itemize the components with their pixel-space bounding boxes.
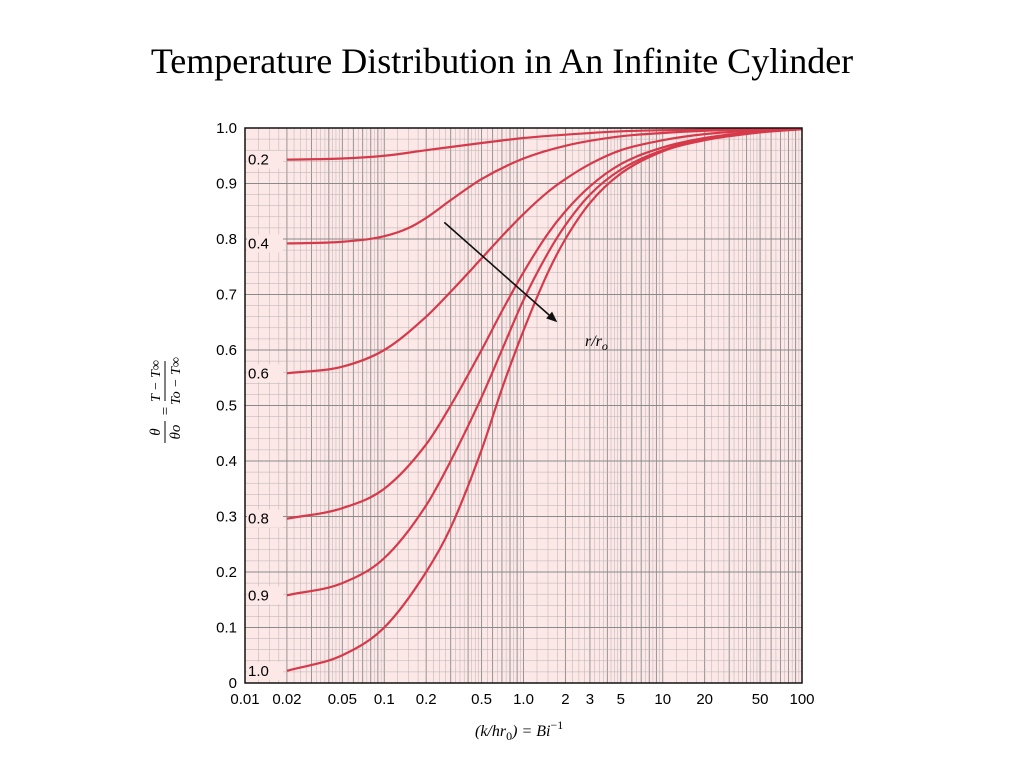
annotation-o: o bbox=[602, 339, 608, 353]
curve-label-bg bbox=[247, 509, 283, 528]
curve-label-bg bbox=[247, 150, 283, 169]
annotation-arrow-line bbox=[443, 221, 550, 316]
x-label-sup: −1 bbox=[550, 718, 563, 732]
x-tick-label: 100 bbox=[789, 691, 814, 708]
curve-label: 0.4 bbox=[248, 235, 269, 252]
x-tick-label: 3 bbox=[586, 691, 594, 708]
grid bbox=[244, 127, 802, 684]
x-tick-label: 0.02 bbox=[272, 691, 301, 708]
curve-label-bg bbox=[247, 586, 283, 605]
curve-label: 0.6 bbox=[248, 365, 269, 382]
x-tick-label: 0.05 bbox=[328, 691, 357, 708]
r-over-ro-annotation: r/ro bbox=[443, 221, 608, 353]
x-tick-label: 0.1 bbox=[374, 691, 395, 708]
y-tick-label: 0 bbox=[229, 675, 237, 692]
x-tick-label: 0.01 bbox=[230, 691, 259, 708]
y-tick-label: 0.8 bbox=[216, 231, 237, 248]
curves bbox=[286, 127, 803, 672]
curve-labels: 0.2 0.4 0.6 0.8 0.9 1.0 bbox=[247, 150, 283, 680]
x-tick-label: 0.5 bbox=[471, 691, 492, 708]
x-tick-label: 10 bbox=[654, 691, 671, 708]
x-label-lhs: (k/hr bbox=[475, 723, 507, 740]
y-label-equals: = bbox=[158, 407, 174, 415]
plot-frame bbox=[244, 127, 803, 684]
curve-r-ro-0.8 bbox=[286, 128, 803, 520]
x-tick-label: 50 bbox=[752, 691, 769, 708]
curve-label: 0.8 bbox=[248, 511, 269, 528]
curve-r-ro-0.4 bbox=[286, 127, 803, 245]
annotation-arrow-head bbox=[546, 311, 558, 323]
x-label-rhs: ) = Bi bbox=[511, 723, 550, 740]
annotation-ro: /r bbox=[590, 333, 602, 350]
y-tick-label: 0.2 bbox=[216, 564, 237, 581]
y-tick-label: 1.0 bbox=[216, 120, 237, 137]
y-tick-label: 0.4 bbox=[216, 453, 237, 470]
y-tick-labels: 0 0.1 0.2 0.3 0.4 0.5 0.6 0.7 0.8 0.9 1.0 bbox=[216, 120, 237, 692]
x-tick-label: 2 bbox=[561, 691, 569, 708]
y-label-theta: θ bbox=[148, 428, 164, 436]
y-label-theta-o: θo bbox=[168, 424, 184, 439]
y-tick-label: 0.9 bbox=[216, 176, 237, 193]
y-tick-label: 0.3 bbox=[216, 509, 237, 526]
curve-label-bg bbox=[247, 364, 283, 383]
annotation-label: r/ro bbox=[585, 333, 608, 353]
x-tick-label: 5 bbox=[617, 691, 625, 708]
curve-r-ro-0.6 bbox=[286, 128, 803, 375]
curve-label: 0.9 bbox=[248, 587, 269, 604]
y-tick-label: 0.7 bbox=[216, 287, 237, 304]
y-label-numerator: T − T∞ bbox=[149, 360, 164, 402]
svg-text:(k/hr0) = Bi−1: (k/hr0) = Bi−1 bbox=[475, 718, 563, 743]
curve-label-bg bbox=[247, 661, 283, 680]
x-label-sub: 0 bbox=[506, 729, 512, 743]
curve-label-bg bbox=[247, 234, 283, 253]
x-tick-label: 20 bbox=[696, 691, 713, 708]
x-tick-label: 0.2 bbox=[416, 691, 437, 708]
y-tick-label: 0.6 bbox=[216, 342, 237, 359]
y-tick-label: 0.5 bbox=[216, 398, 237, 415]
x-axis-label: (k/hr0) = Bi−1 bbox=[475, 718, 563, 743]
x-tick-labels: 0.01 0.02 0.05 0.1 0.2 0.5 1.0 2 3 5 10 20 50 100 bbox=[230, 691, 814, 708]
y-axis-label: θ θo = T − T∞ To − T∞ bbox=[148, 357, 184, 443]
curve-r-ro-1.0 bbox=[286, 128, 803, 672]
slide-title: Temperature Distribution in An Infinite … bbox=[150, 41, 854, 81]
y-tick-label: 0.1 bbox=[216, 620, 237, 637]
annotation-r: r bbox=[585, 333, 592, 350]
curve-label: 0.2 bbox=[248, 152, 269, 169]
x-tick-label: 1.0 bbox=[513, 691, 534, 708]
y-label-denominator: To − T∞ bbox=[169, 357, 184, 405]
curve-label: 1.0 bbox=[248, 663, 269, 680]
